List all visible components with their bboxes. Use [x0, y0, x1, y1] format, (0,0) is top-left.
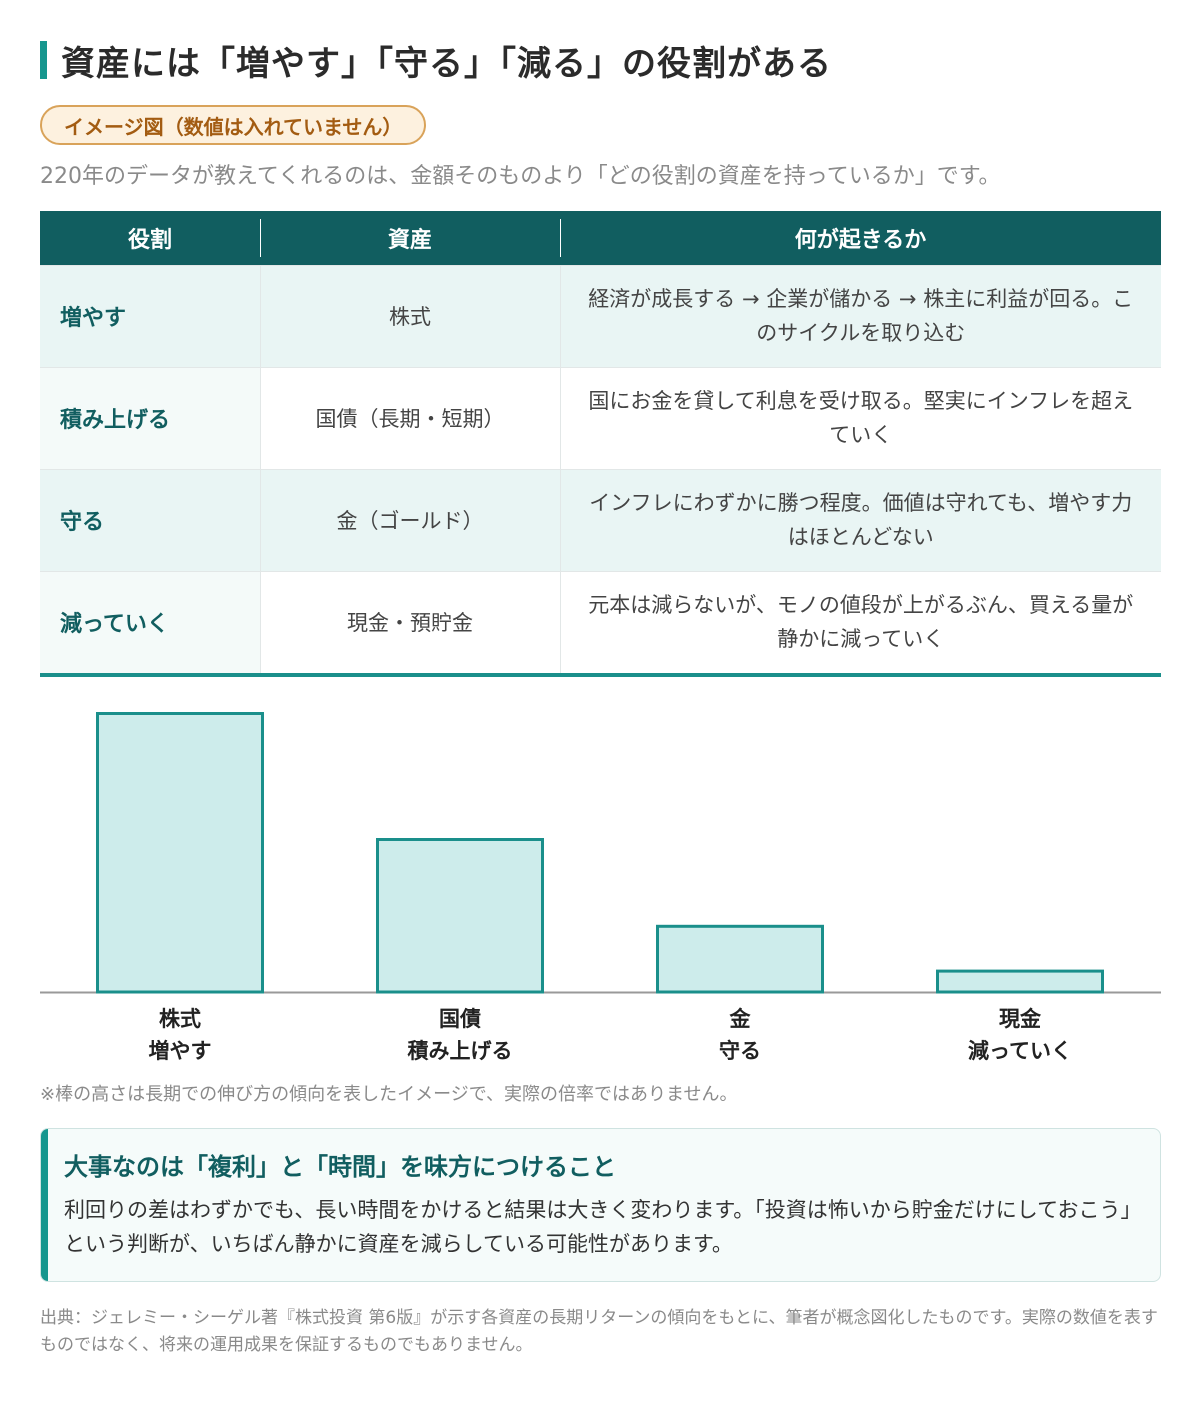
bar-role-label: 積み上げる [408, 1039, 513, 1063]
bar-1 [376, 838, 544, 994]
callout-body: 利回りの差はわずかでも、長い時間をかけると結果は大きく変わります。「投資は怖いか… [64, 1198, 1142, 1256]
effect-cell: 元本は減らないが、モノの値段が上がるぶん、買える量が静かに減っていく [559, 570, 1161, 673]
asset-cell: 金（ゴールド） [259, 468, 560, 571]
role-cell: 増やす [40, 264, 260, 367]
header-asset: 資産 [260, 211, 560, 265]
table-row: 積み上げる 国債（長期・短期） 国にお金を貸して利息を受け取る。堅実にインフレを… [40, 366, 1161, 469]
bar-3 [936, 969, 1104, 994]
bar-asset-label: 国債 [439, 1007, 481, 1031]
chart-note: ※棒の高さは長期での伸び方の傾向を表したイメージで、実際の倍率ではありません。 [40, 1084, 738, 1105]
image-only-badge: イメージ図（数値は入れていません） [40, 105, 427, 145]
roles-table: 役割 資産 何が起きるか 増やす 株式 経済が成長する → 企業が儲かる → 株… [40, 211, 1161, 673]
table-bottom-rule [40, 673, 1161, 677]
callout-title: 大事なのは「複利」と「時間」を味方につけること [64, 1153, 616, 1181]
table-row: 増やす 株式 経済が成長する → 企業が儲かる → 株主に利益が回る。このサイク… [40, 264, 1161, 367]
page-title: 資産には「増やす」「守る」「減る」の役割がある [61, 43, 832, 84]
table-row: 減っていく 現金・預貯金 元本は減らないが、モノの値段が上がるぶん、買える量が静… [40, 570, 1161, 673]
header-role: 役割 [40, 211, 260, 265]
effect-cell: 国にお金を貸して利息を受け取る。堅実にインフレを超えていく [559, 366, 1161, 469]
bar-asset-label: 金 [729, 1007, 752, 1031]
callout-accent-bar [41, 1129, 48, 1281]
asset-cell: 現金・預貯金 [259, 570, 560, 673]
asset-cell: 国債（長期・短期） [259, 366, 560, 469]
asset-cell: 株式 [259, 264, 560, 367]
bar-asset-label: 株式 [159, 1007, 201, 1031]
bar-role-label: 減っていく [968, 1039, 1072, 1063]
bar-role-label: 守る [719, 1039, 761, 1063]
title-block: 資産には「増やす」「守る」「減る」の役割がある [40, 40, 832, 84]
bar-asset-label: 現金 [999, 1007, 1042, 1031]
effect-cell: 経済が成長する → 企業が儲かる → 株主に利益が回る。このサイクルを取り込む [559, 264, 1161, 367]
bar-2 [656, 924, 824, 994]
source-note: 出典：ジェレミー・シーゲル著『株式投資 第6版』が示す各資産の長期リターンの傾向… [40, 1308, 1158, 1355]
bar-0 [96, 712, 264, 994]
role-cell: 減っていく [40, 570, 260, 673]
key-point-callout: 大事なのは「複利」と「時間」を味方につけること 利回りの差はわずかでも、長い時間… [40, 1128, 1161, 1282]
effect-cell: インフレにわずかに勝つ程度。価値は守れても、増やす力はほとんどない [559, 468, 1161, 571]
role-cell: 守る [40, 468, 260, 571]
lead-text: 220年のデータが教えてくれるのは、金額そのものより「どの役割の資産を持っている… [40, 164, 1001, 189]
role-cell: 積み上げる [40, 366, 260, 469]
table-row: 守る 金（ゴールド） インフレにわずかに勝つ程度。価値は守れても、増やす力はほと… [40, 468, 1161, 571]
table-header-row: 役割 資産 何が起きるか [40, 211, 1161, 265]
header-effect: 何が起きるか [560, 211, 1161, 265]
bar-role-label: 増やす [149, 1039, 212, 1063]
title-accent-bar [40, 41, 47, 79]
